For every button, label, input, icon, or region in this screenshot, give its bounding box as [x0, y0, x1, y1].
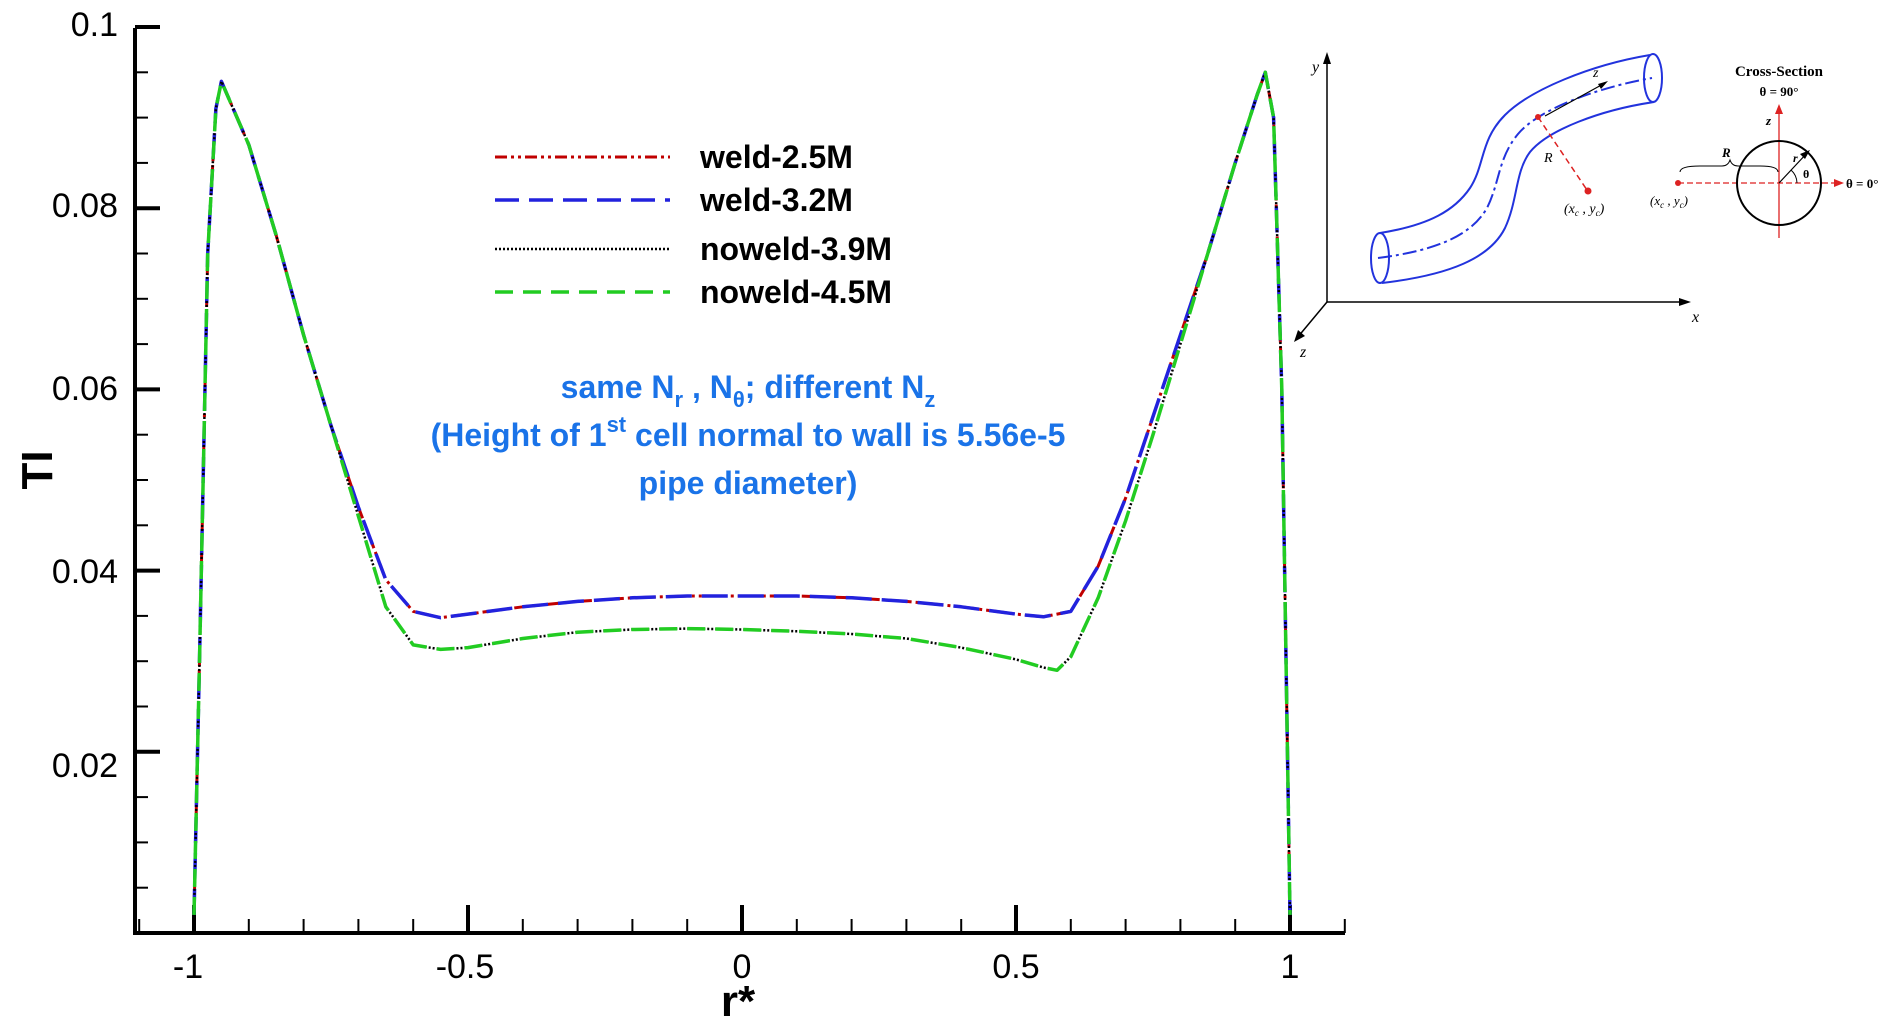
inset-z-axis [1296, 301, 1328, 339]
note-line-1: same Nr , Nθ; different Nz [561, 369, 936, 412]
inset-x-label: x [1691, 309, 1699, 326]
legend-label: noweld-3.9M [700, 231, 892, 267]
legend-label: weld-2.5M [699, 139, 853, 175]
inset-z-label: z [1299, 344, 1307, 361]
legend-item: weld-2.5M [495, 139, 853, 175]
radius-label: R [1543, 151, 1553, 166]
cs-R-brace [1679, 158, 1779, 173]
cs-theta-arc [1790, 169, 1798, 184]
cs-theta90-label: θ = 90° [1760, 84, 1799, 99]
legend-item: weld-3.2M [495, 182, 853, 218]
y-tick-label: 0.08 [52, 187, 118, 225]
pipe-inlet-end [1370, 232, 1390, 284]
series-line-weld-3.2M [192, 70, 1292, 915]
series-line-noweld-4.5M [192, 70, 1292, 915]
cs-R-label: R [1721, 145, 1731, 160]
inset-pipe-schematic: y x z z R (xc , yc) [1294, 52, 1699, 361]
y-tick-label: 0.02 [52, 747, 118, 785]
inset-axes: y x z [1294, 52, 1699, 361]
cs-r-arrowhead [1800, 150, 1810, 159]
minor-ticks [135, 71, 1346, 933]
inset-cross-section: Cross-Section θ = 90° z θ = 0° r θ R (xc… [1650, 64, 1878, 238]
pipe-z-arrowhead [1598, 81, 1608, 89]
x-axis-title: r* [721, 977, 756, 1019]
y-tick-label: 0.1 [71, 6, 118, 44]
legend-item: noweld-3.9M [495, 231, 892, 267]
cs-z-label: z [1765, 113, 1772, 128]
inset-x-arrow [1679, 298, 1691, 306]
inset-y-label: y [1310, 59, 1320, 76]
x-tick-label: 0 [733, 948, 752, 986]
cs-title: Cross-Section [1735, 64, 1824, 80]
radius-origin-dot [1535, 114, 1541, 120]
inset-annotations: z R (xc , yc) [1535, 66, 1608, 218]
cs-vertical-arrow [1775, 104, 1783, 114]
center-dot [1584, 187, 1592, 195]
inset-z-arrow [1294, 330, 1305, 342]
series-group [192, 70, 1292, 915]
x-tick-label: 1 [1281, 948, 1300, 986]
cs-theta-label: θ [1803, 167, 1809, 181]
cs-pipe-circle [1736, 140, 1822, 226]
legend: weld-2.5M weld-3.2M noweld-3.9M noweld-4… [495, 139, 892, 310]
cs-horizontal-arrow [1834, 179, 1844, 187]
pipe-lower-wall [1381, 101, 1655, 284]
pipe-outlet-end [1643, 53, 1663, 103]
y-axis-title: TI [13, 450, 62, 489]
pipe-z-vector [1544, 82, 1606, 117]
pipe-upper-wall [1379, 54, 1651, 234]
radius-line [1537, 116, 1588, 191]
cs-center-dot [1675, 180, 1681, 186]
x-tick-labels: -1 -0.5 0 0.5 1 [173, 948, 1300, 986]
x-tick-label: 0.5 [992, 948, 1039, 986]
cs-center-label: (xc , yc) [1650, 193, 1688, 210]
cs-theta0-label: θ = 0° [1846, 176, 1878, 191]
y-tick-label: 0.04 [52, 553, 118, 591]
legend-label: noweld-4.5M [700, 274, 892, 310]
x-tick-label: -1 [173, 948, 203, 986]
x-tick-label: -0.5 [436, 948, 495, 986]
legend-label: weld-3.2M [699, 182, 853, 218]
inset-y-arrow [1323, 52, 1331, 64]
cs-r-label: r [1793, 151, 1798, 165]
note-line-3: pipe diameter) [639, 465, 858, 501]
pipe-centerline [1377, 77, 1653, 259]
pipe-z-label: z [1592, 66, 1599, 81]
major-ticks [135, 25, 1292, 933]
y-tick-label: 0.06 [52, 370, 118, 408]
center-label: (xc , yc) [1564, 202, 1605, 218]
note-line-2: (Height of 1st cell normal to wall is 5.… [431, 412, 1066, 453]
y-tick-labels: 0.02 0.04 0.06 0.08 0.1 [52, 6, 118, 785]
inset-pipe [1370, 53, 1663, 284]
cs-r-line [1778, 151, 1809, 184]
annotation-note: same Nr , Nθ; different Nz (Height of 1s… [431, 369, 1066, 501]
legend-item: noweld-4.5M [495, 274, 892, 310]
